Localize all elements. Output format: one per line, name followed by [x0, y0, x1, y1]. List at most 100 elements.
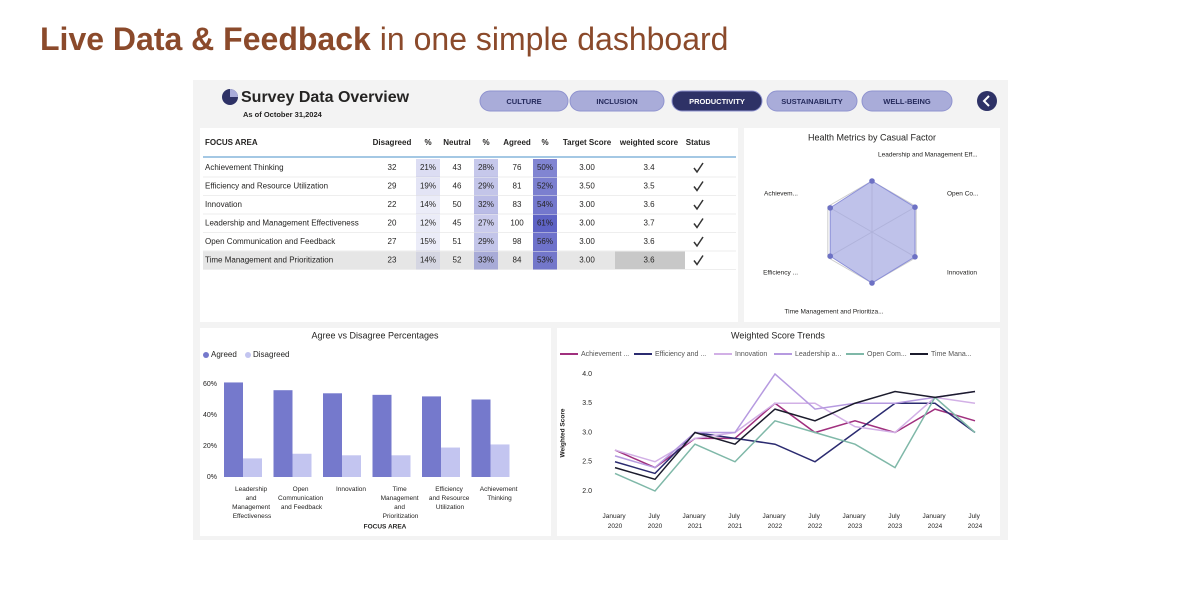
- series-line: [614, 372, 976, 469]
- x-tick-label: July 2023: [888, 513, 903, 530]
- dashboard-subtitle: As of October 31,2024: [243, 110, 323, 119]
- x-tick-label: January 2022: [763, 513, 788, 530]
- bar: [471, 399, 491, 477]
- selected-cell: [615, 251, 685, 270]
- x-tick-label: Time Management and Prioritization: [381, 486, 421, 520]
- legend-label: Agreed: [211, 350, 237, 359]
- radar-label: Open Co...: [947, 191, 979, 198]
- y-tick-label: 3.0: [582, 429, 592, 436]
- table-cell: 3.00: [579, 256, 595, 265]
- x-tick-label: July 2022: [808, 513, 823, 530]
- table-cell: 27: [388, 237, 397, 246]
- radar-label: Time Management and Prioritiza...: [784, 309, 883, 316]
- table-cell: 51: [453, 237, 462, 246]
- bar: [292, 453, 312, 477]
- table-cell: 50: [453, 200, 462, 209]
- table-cell: 28%: [478, 163, 494, 172]
- table-cell: 19%: [420, 182, 436, 191]
- table-cell: 54%: [537, 200, 553, 209]
- table-cell: 32%: [478, 200, 494, 209]
- table-cell: 61%: [537, 219, 553, 228]
- legend-label: Efficiency and ...: [655, 351, 706, 358]
- status-check: [693, 199, 704, 211]
- bar: [243, 458, 262, 477]
- column-header: Status: [686, 138, 711, 147]
- legend-label: Open Com...: [867, 351, 907, 358]
- radar-label: Efficiency ...: [763, 270, 798, 277]
- table-cell: Open Communication and Feedback: [205, 237, 336, 246]
- table-cell: 22: [388, 200, 397, 209]
- table-cell: 81: [513, 182, 522, 191]
- table-cell: 21%: [420, 163, 436, 172]
- table-cell: 52%: [537, 182, 553, 191]
- y-tick-label: 40%: [203, 412, 217, 419]
- table-cell: 100: [510, 219, 524, 228]
- table-cell: 3.6: [643, 200, 655, 209]
- tab[interactable]: [766, 90, 858, 112]
- chart-title: Agree vs Disagree Percentages: [311, 330, 439, 340]
- table-cell: 3.00: [579, 163, 595, 172]
- tab-label: PRODUCTIVITY: [689, 97, 745, 106]
- column-header: %: [541, 138, 548, 147]
- table-cell: 27%: [478, 219, 494, 228]
- table-cell: 23: [388, 256, 397, 265]
- logo: [222, 89, 238, 105]
- table-cell: 46: [453, 182, 462, 191]
- x-tick-label: January 2020: [603, 513, 628, 530]
- tab[interactable]: [569, 90, 665, 112]
- x-tick-label: January 2023: [843, 513, 868, 530]
- bar: [342, 455, 361, 477]
- heat-cell: [533, 214, 557, 233]
- table-cell: 50%: [537, 163, 553, 172]
- legend-label: Innovation: [735, 351, 767, 358]
- radar-point: [869, 178, 875, 184]
- heat-cell: [533, 251, 557, 270]
- table-cell: 12%: [420, 219, 436, 228]
- radar-point: [827, 205, 834, 211]
- chart-title: Weighted Score Trends: [731, 330, 825, 340]
- table-cell: 83: [513, 200, 522, 209]
- table-cell: 3.6: [643, 256, 655, 265]
- column-header: Agreed: [503, 138, 531, 147]
- status-check: [693, 218, 704, 229]
- series-line: [614, 402, 976, 475]
- table-cell: 29: [388, 182, 397, 191]
- x-tick-label: Open Communication and Feedback: [278, 486, 325, 511]
- x-tick-label: Efficiency and Resource Utilization: [429, 486, 471, 511]
- heat-cell: [474, 196, 498, 214]
- radar-point: [869, 280, 875, 286]
- table-cell: Innovation: [205, 200, 242, 209]
- column-header: weighted score: [619, 138, 679, 147]
- table-cell: 45: [453, 219, 462, 228]
- table-cell: 32: [388, 163, 397, 172]
- table-cell: 56%: [537, 237, 553, 246]
- tab[interactable]: [671, 90, 763, 112]
- y-tick-label: 2.5: [582, 459, 592, 466]
- legend-label: Achievement ...: [581, 351, 629, 358]
- table-cell: 33%: [478, 256, 494, 265]
- heat-cell: [533, 177, 557, 196]
- x-tick-label: July 2020: [648, 513, 663, 530]
- heat-cell: [474, 251, 498, 270]
- radar-label: Achievem...: [764, 191, 798, 198]
- status-check: [693, 162, 704, 174]
- tab[interactable]: [861, 90, 953, 112]
- back-button[interactable]: [977, 91, 997, 111]
- table-cell: Efficiency and Resource Utilization: [205, 182, 328, 191]
- column-header: %: [482, 138, 489, 147]
- bar: [323, 393, 342, 477]
- heat-cell: [416, 159, 440, 177]
- legend-label: Time Mana...: [931, 351, 972, 358]
- x-tick-label: July 2024: [968, 513, 983, 530]
- legend-label: Leadership a...: [795, 351, 841, 358]
- radar-point: [912, 204, 918, 210]
- table-cell: 53%: [537, 256, 553, 265]
- tab[interactable]: [479, 90, 569, 112]
- bar: [224, 382, 243, 477]
- column-header: Target Score: [563, 138, 612, 147]
- status-check: [693, 255, 704, 266]
- radar-label: Leadership and Management Eff...: [878, 152, 978, 159]
- table-cell: 52: [453, 256, 462, 265]
- status-check: [693, 181, 704, 192]
- x-axis-label: FOCUS AREA: [364, 524, 407, 531]
